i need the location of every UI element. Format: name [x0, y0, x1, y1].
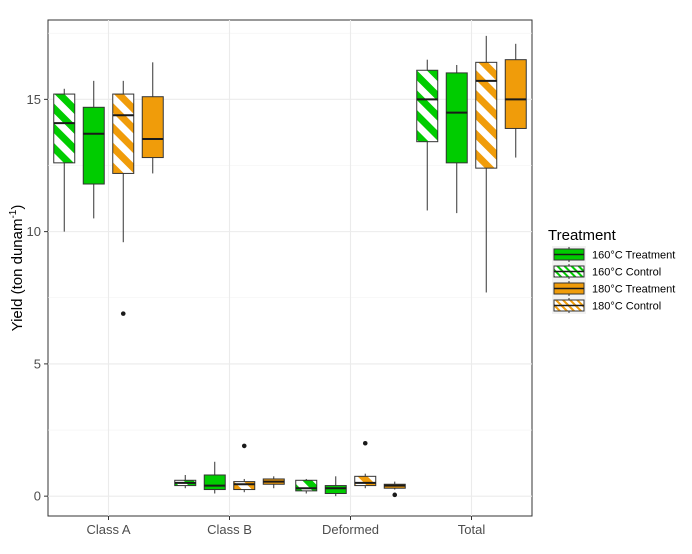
y-tick-label: 0: [34, 489, 41, 504]
box-body: [416, 69, 439, 143]
y-axis-title-superscript: -1: [8, 209, 19, 218]
legend: Treatment 160°C Treatment 160°C Control 18…: [548, 227, 675, 314]
outlier-point: [392, 492, 398, 498]
grid-lines: [48, 20, 532, 516]
box-body: [354, 475, 377, 487]
x-tick-label: Total: [458, 522, 486, 537]
y-axis-title: Yield (ton dunam-1): [8, 205, 26, 332]
legend-item: 180°C Treatment: [552, 280, 675, 297]
legend-item: 160°C Control: [552, 263, 661, 280]
box-total-3: [504, 43, 527, 158]
box-body: [445, 72, 468, 164]
box-class-b-2: [233, 443, 256, 493]
box-body: [203, 474, 226, 491]
box-body: [295, 479, 318, 492]
box-body: [82, 106, 105, 185]
box-class-b-1: [203, 461, 226, 494]
box-body: [475, 61, 498, 169]
legend-label: 160°C Treatment: [592, 250, 675, 262]
box-body: [141, 96, 164, 159]
box-class-a-1: [82, 80, 105, 219]
box-total-2: [475, 35, 498, 293]
legend-item: 160°C Treatment: [552, 246, 675, 263]
box-deformed-2: [354, 440, 377, 489]
box-class-a-3: [141, 62, 164, 174]
box-class-a-0: [53, 88, 76, 232]
box-deformed-1: [324, 476, 347, 497]
box-class-a-2: [112, 80, 135, 316]
y-axis-title-close: ): [9, 205, 26, 210]
box-body: [112, 93, 135, 174]
box-body: [504, 59, 527, 129]
box-body: [324, 485, 347, 495]
y-tick-label: 5: [34, 356, 41, 371]
x-tick-label: Deformed: [322, 522, 379, 537]
legend-item: 180°C Control: [552, 297, 661, 314]
outlier-point: [241, 443, 247, 449]
box-class-b-3: [262, 476, 285, 489]
axis-layer: 0 5 10 15 Class A Class B Deformed Total: [27, 92, 486, 537]
box-total-1: [445, 64, 468, 214]
box-total-0: [416, 59, 439, 211]
x-tick-label: Class B: [207, 522, 252, 537]
outlier-point: [362, 440, 368, 446]
box-deformed-0: [295, 478, 318, 494]
box-body: [233, 481, 256, 491]
box-layer: [53, 35, 527, 498]
y-tick-label: 10: [27, 224, 41, 239]
y-tick-label: 15: [27, 92, 41, 107]
box-class-b-0: [174, 474, 197, 489]
legend-label: 160°C Control: [592, 267, 661, 279]
box-deformed-3: [383, 481, 406, 498]
legend-title: Treatment: [548, 227, 617, 244]
box-body: [53, 93, 76, 164]
legend-label: 180°C Control: [592, 301, 661, 313]
x-tick-label: Class A: [86, 522, 130, 537]
outlier-point: [120, 311, 126, 316]
legend-label: 180°C Treatment: [592, 284, 675, 296]
